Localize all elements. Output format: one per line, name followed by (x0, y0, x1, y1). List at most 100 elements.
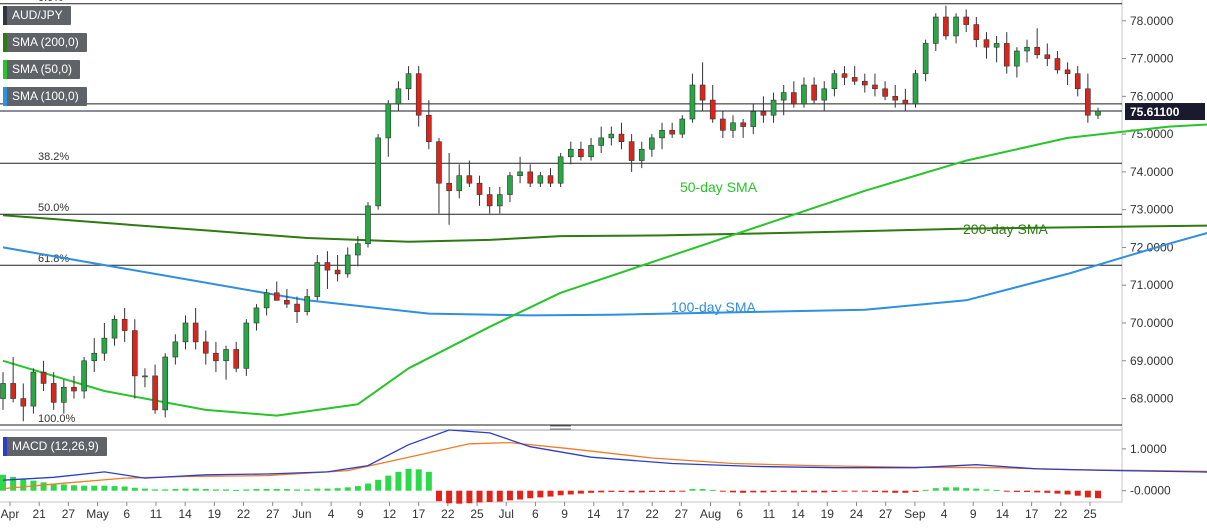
candle-down (415, 73, 422, 116)
candle-up (395, 88, 402, 105)
macd-histogram-bar (567, 490, 574, 495)
time-tick-label: 24 (850, 507, 864, 521)
candle-down (527, 171, 534, 184)
legend-sma50[interactable]: SMA (50,0) (3, 60, 81, 79)
candle-down (436, 141, 442, 184)
macd-histogram-bar (811, 490, 818, 493)
candle-up (679, 118, 686, 135)
macd-histogram-bar (557, 490, 564, 496)
macd-histogram-bar (851, 490, 858, 492)
time-tick-label: 22 (1054, 507, 1068, 521)
macd-histogram-bar (486, 490, 493, 502)
macd-histogram-bar (365, 483, 371, 491)
time-tick-label: Sep (904, 507, 926, 521)
candle-down (284, 300, 290, 305)
macd-histogram-bar (821, 490, 828, 493)
candle-up (557, 156, 564, 184)
time-tick-label: 9 (970, 507, 977, 521)
macd-histogram-bar (294, 489, 301, 491)
macd-histogram-bar (1064, 490, 1071, 495)
candle-up (304, 296, 310, 312)
time-tick-label: 17 (1025, 507, 1039, 521)
macd-histogram-bar (1034, 490, 1041, 493)
legend-sma200[interactable]: SMA (200,0) (3, 33, 87, 52)
macd-histogram-bar (932, 488, 939, 491)
time-tick-label: Aug (700, 507, 721, 521)
macd-histogram-bar (1095, 490, 1101, 499)
macd-histogram-bar (70, 485, 77, 491)
macd-histogram-bar (740, 490, 747, 493)
candle-up (30, 371, 37, 407)
candle-down (202, 341, 209, 354)
candle-down (40, 371, 47, 384)
candle-down (1054, 58, 1061, 71)
price-tick-label: 70.0000 (1130, 316, 1174, 330)
macd-histogram-bar (1084, 490, 1091, 498)
macd-histogram-bar (973, 488, 980, 491)
macd-histogram-bar (638, 490, 645, 493)
macd-histogram-bar (496, 490, 503, 502)
macd-histogram-bar (10, 476, 17, 491)
macd-tick-label: -0.0000 (1130, 484, 1171, 498)
candle-up (638, 148, 645, 161)
macd-histogram-bar (1024, 490, 1031, 492)
time-tick-label: Apr (1, 507, 20, 521)
macd-tick-label: 1.0000 (1130, 442, 1167, 456)
candle-down (578, 148, 584, 158)
candle-up (922, 43, 929, 74)
candle-down (628, 141, 635, 161)
time-tick-label: May (86, 507, 109, 521)
candle-up (223, 349, 229, 362)
macd-histogram-bar (152, 489, 159, 491)
annotation-sma200: 200-day SMA (963, 221, 1048, 237)
candle-down (547, 175, 554, 184)
time-tick-label: 25 (470, 507, 484, 521)
macd-histogram-bar (283, 489, 290, 491)
candle-up (770, 99, 777, 116)
macd-histogram-bar (415, 469, 422, 491)
macd-signal-line (2, 441, 1207, 490)
candle-up (517, 171, 523, 176)
legend-sma200-swatch (3, 33, 7, 52)
candle-down (699, 84, 706, 101)
time-tick-label: 9 (357, 507, 364, 521)
macd-histogram-bar (790, 490, 797, 493)
candle-down (426, 114, 432, 142)
candle-up (162, 356, 169, 411)
candle-up (344, 254, 351, 275)
candle-down (1064, 69, 1071, 74)
candle-down (132, 330, 138, 377)
candle-down (324, 262, 331, 271)
candle-down (882, 88, 888, 97)
time-tick-label: 6 (532, 507, 539, 521)
candle-up (537, 175, 544, 184)
macd-histogram-bar (902, 490, 909, 493)
time-tick-label: 11 (150, 507, 163, 521)
macd-histogram-bar (942, 487, 949, 491)
candle-up (172, 341, 179, 358)
legend-sma100[interactable]: SMA (100,0) (3, 87, 87, 106)
time-tick-label: 14 (996, 507, 1010, 521)
candle-up (932, 16, 939, 44)
candle-down (618, 133, 625, 142)
macd-histogram-bar (1044, 490, 1051, 493)
price-tick-label: 77.0000 (1130, 52, 1174, 66)
candle-down (121, 318, 128, 331)
macd-histogram-bar (841, 490, 848, 492)
legend-macd[interactable]: MACD (12,26,9) (3, 437, 107, 456)
macd-line (2, 429, 1207, 481)
candle-up (780, 92, 787, 101)
time-tick-label: 22 (237, 507, 251, 521)
macd-histogram-bar (750, 490, 757, 493)
candle-up (355, 243, 361, 256)
candle-up (598, 137, 604, 146)
candle-up (567, 148, 574, 158)
macd-histogram-bar (628, 490, 635, 493)
candle-down (811, 84, 817, 101)
candle-up (253, 307, 260, 324)
macd-histogram-bar (770, 490, 777, 492)
time-tick-label: 27 (879, 507, 893, 521)
macd-histogram-bar (425, 471, 432, 491)
candle-down (10, 383, 16, 399)
macd-histogram-bar (212, 489, 219, 491)
